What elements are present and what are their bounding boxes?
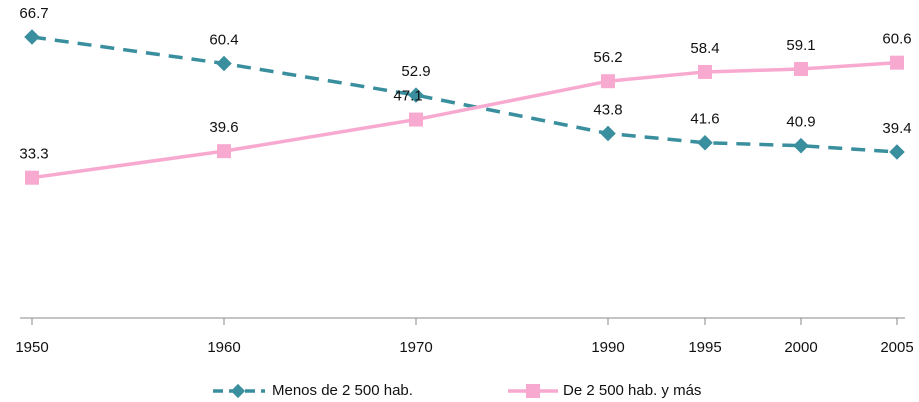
data-label: 47.1 [393, 88, 422, 105]
x-tick-label: 1990 [591, 339, 624, 356]
point-marker [600, 125, 616, 142]
data-label: 59.1 [786, 37, 815, 54]
x-tick-label: 2005 [880, 339, 913, 356]
data-label: 39.6 [209, 119, 238, 136]
data-label: 41.6 [690, 111, 719, 128]
point-marker [793, 137, 809, 154]
data-label: 52.9 [401, 63, 430, 80]
legend-label: De 2 500 hab. y más [563, 382, 701, 399]
data-label: 60.4 [209, 31, 238, 48]
series-line [31, 35, 898, 154]
data-label: 43.8 [593, 101, 622, 118]
legend-marker [230, 383, 246, 399]
point-marker [601, 74, 615, 89]
point-marker [889, 144, 905, 160]
data-label: 60.6 [882, 31, 911, 48]
point-marker [794, 61, 808, 76]
point-marker [697, 134, 713, 151]
point-marker [216, 55, 232, 72]
data-label: 40.9 [786, 114, 815, 131]
point-marker [217, 144, 231, 159]
x-tick-label: 2000 [784, 339, 817, 356]
series-line [31, 60, 898, 180]
x-tick-label: 1995 [688, 339, 721, 356]
data-label: 56.2 [593, 49, 622, 66]
legend-marker [526, 384, 540, 398]
data-label: 66.7 [19, 5, 48, 22]
data-label: 33.3 [19, 146, 48, 163]
legend-label: Menos de 2 500 hab. [272, 382, 413, 399]
point-marker [698, 64, 712, 79]
point-marker [25, 170, 39, 185]
point-marker [24, 29, 40, 45]
point-marker [409, 112, 423, 127]
data-label: 58.4 [690, 40, 719, 57]
point-marker [890, 55, 904, 70]
x-tick-label: 1960 [207, 339, 240, 356]
x-tick-label: 1970 [399, 339, 432, 356]
x-tick-label: 1950 [15, 339, 48, 356]
data-label: 39.4 [882, 120, 911, 137]
